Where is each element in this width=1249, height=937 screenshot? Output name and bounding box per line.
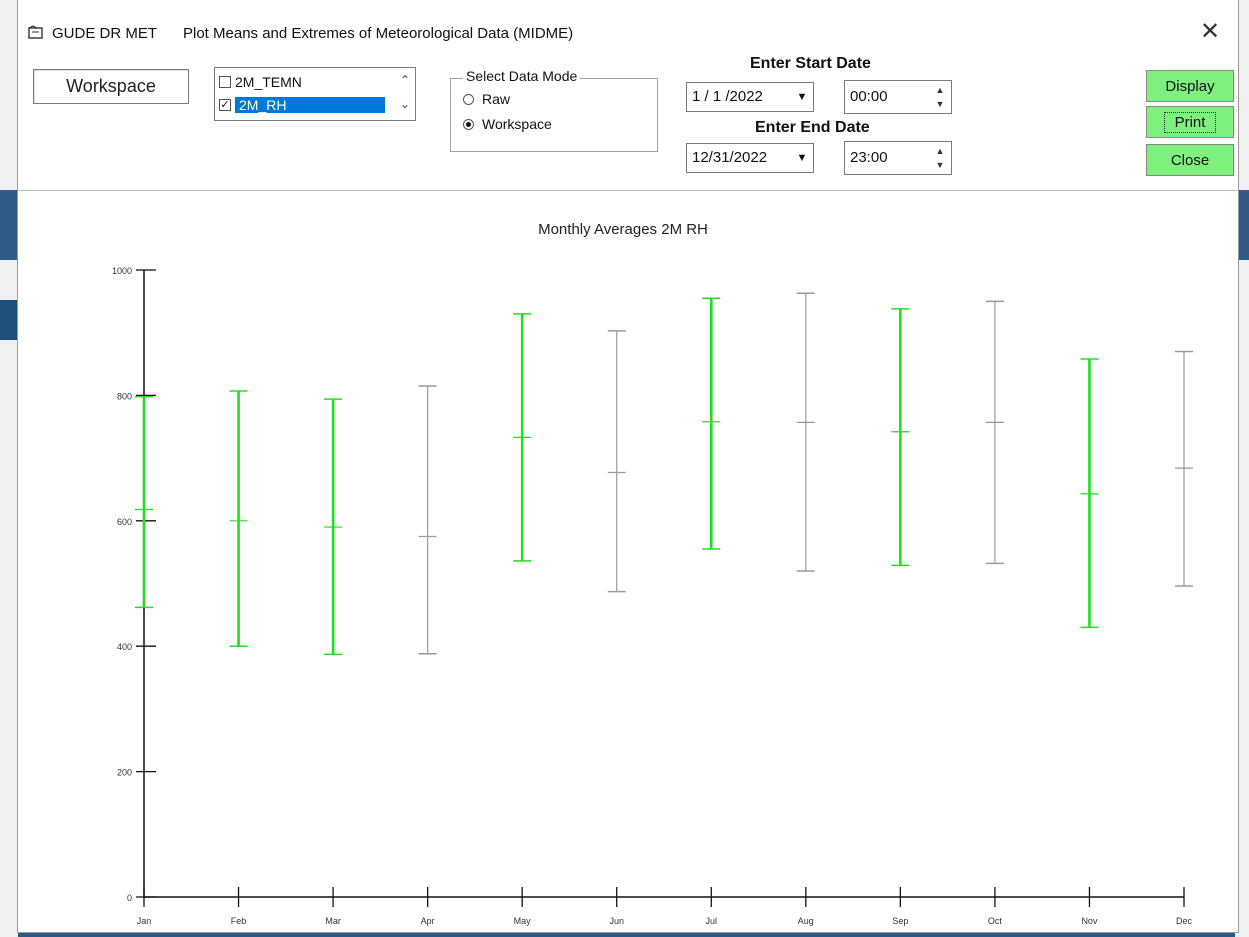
error-bar-jun xyxy=(607,330,626,593)
x-tick-label: Jul xyxy=(706,916,718,926)
workspace-label-box: Workspace xyxy=(33,69,189,104)
radio-raw[interactable]: Raw xyxy=(463,91,510,107)
start-date-label: Enter Start Date xyxy=(750,55,871,72)
title-bar: GUDE DR MET Plot Means and Extremes of M… xyxy=(28,18,573,48)
list-item[interactable]: 2M_TEMN xyxy=(219,71,302,93)
list-item[interactable]: ✓ 2M_RH xyxy=(219,94,385,116)
close-button-label: Close xyxy=(1170,151,1210,169)
error-bar-apr xyxy=(418,385,437,655)
error-bar-jul xyxy=(702,297,721,550)
spin-down-icon[interactable]: ▼ xyxy=(935,99,945,109)
start-date-value: 1 / 1 /2022 xyxy=(692,88,763,105)
spin-up-icon[interactable]: ▲ xyxy=(935,85,945,95)
scroll-up-icon[interactable]: ⌃ xyxy=(399,73,411,87)
y-tick-label: 800 xyxy=(117,391,132,401)
data-mode-group: Select Data Mode Raw Workspace xyxy=(450,68,658,152)
error-bar-mar xyxy=(324,398,343,656)
app-name: GUDE DR MET xyxy=(52,24,157,42)
error-bar-oct xyxy=(985,300,1004,565)
error-bar-aug xyxy=(796,292,815,572)
x-tick-label: May xyxy=(514,916,532,926)
scroll-down-icon[interactable]: ⌄ xyxy=(399,97,411,111)
chevron-down-icon[interactable]: ▼ xyxy=(796,91,808,103)
workspace-label: Workspace xyxy=(66,76,156,96)
background-desktop-left xyxy=(0,0,18,937)
display-button[interactable]: Display xyxy=(1146,70,1234,102)
midme-window: GUDE DR MET Plot Means and Extremes of M… xyxy=(18,0,1238,932)
close-button[interactable]: Close xyxy=(1146,144,1234,176)
error-bar-may xyxy=(513,313,532,562)
end-date-picker[interactable]: 12/31/2022 ▼ xyxy=(686,143,814,173)
x-tick-label: Apr xyxy=(421,916,435,926)
end-date-value: 12/31/2022 xyxy=(692,149,768,166)
window-icon xyxy=(28,25,44,41)
x-tick-label: Dec xyxy=(1176,916,1193,926)
radio-icon[interactable] xyxy=(463,118,474,130)
x-tick-label: Feb xyxy=(231,916,247,926)
y-tick-label: 0 xyxy=(127,893,132,903)
x-tick-label: Jan xyxy=(137,916,152,926)
spin-up-icon[interactable]: ▲ xyxy=(935,146,945,156)
spin-down-icon[interactable]: ▼ xyxy=(935,160,945,170)
end-time-spinner[interactable]: 23:00 ▲ ▼ xyxy=(844,141,952,175)
radio-icon[interactable] xyxy=(463,93,474,105)
end-time-value: 23:00 xyxy=(850,149,888,166)
x-tick-label: Jun xyxy=(609,916,624,926)
background-desktop-right xyxy=(1235,0,1249,937)
chevron-down-icon[interactable]: ▼ xyxy=(796,152,808,164)
chart-area: Monthly Averages 2M RH 0 200 400 600 800 1000… xyxy=(18,191,1238,932)
display-button-label: Display xyxy=(1165,77,1215,95)
radio-label: Workspace xyxy=(482,116,552,132)
list-item-label: 2M_TEMN xyxy=(235,74,302,90)
radio-workspace[interactable]: Workspace xyxy=(463,116,552,132)
x-tick-label: Mar xyxy=(325,916,341,926)
radio-label: Raw xyxy=(482,91,511,107)
y-tick-label: 400 xyxy=(117,642,132,652)
start-time-value: 00:00 xyxy=(850,88,888,105)
start-date-picker[interactable]: 1 / 1 /2022 ▼ xyxy=(686,82,814,112)
error-bar-feb xyxy=(229,390,248,647)
close-icon[interactable]: ✕ xyxy=(1199,18,1221,45)
chart-title: Monthly Averages 2M RH xyxy=(538,221,708,238)
checkbox[interactable]: ✓ xyxy=(219,99,231,111)
end-date-label: Enter End Date xyxy=(755,119,870,136)
print-button[interactable]: Print xyxy=(1146,106,1234,138)
window-title: Plot Means and Extremes of Meteorologica… xyxy=(183,24,574,42)
y-tick-label: 1000 xyxy=(112,266,132,276)
variable-listbox[interactable]: 2M_TEMN ✓ 2M_RH ⌃ ⌄ xyxy=(214,67,416,121)
y-tick-label: 200 xyxy=(117,768,132,778)
error-bar-nov xyxy=(1080,358,1099,629)
start-time-spinner[interactable]: 00:00 ▲ ▼ xyxy=(844,80,952,114)
error-bar-jan xyxy=(135,395,153,609)
list-scrollbar[interactable]: ⌃ ⌄ xyxy=(395,68,415,120)
control-panel: GUDE DR MET Plot Means and Extremes of M… xyxy=(18,0,1238,191)
data-mode-legend: Select Data Mode xyxy=(463,68,581,84)
error-bar-sep xyxy=(891,308,910,567)
x-tick-label: Sep xyxy=(892,916,908,926)
x-tick-label: Aug xyxy=(798,916,814,926)
error-bar-dec xyxy=(1175,350,1193,587)
x-tick-label: Oct xyxy=(988,916,1003,926)
error-bar-chart: Monthly Averages 2M RH 0 200 400 600 800 1000… xyxy=(112,221,1193,926)
x-tick-label: Nov xyxy=(1081,916,1098,926)
print-button-label: Print xyxy=(1163,111,1217,133)
y-tick-label: 600 xyxy=(117,517,132,527)
checkbox[interactable] xyxy=(219,76,231,88)
list-item-label: 2M_RH xyxy=(235,97,385,113)
